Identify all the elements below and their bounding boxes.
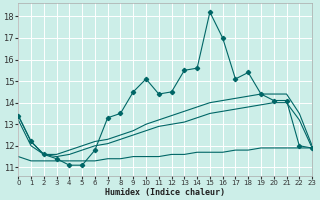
X-axis label: Humidex (Indice chaleur): Humidex (Indice chaleur) bbox=[105, 188, 225, 197]
